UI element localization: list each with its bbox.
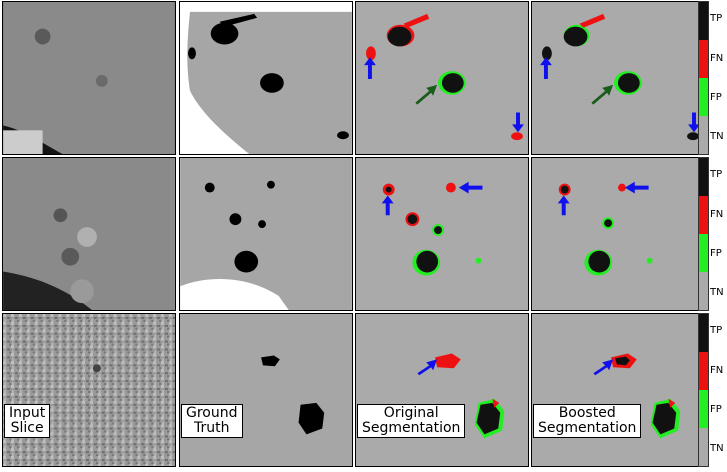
legend-bar-row1 [698,1,709,155]
legend-label-fn: FN [710,365,724,376]
caption-original-segmentation: Original Segmentation [357,404,466,438]
legend-bar-row2 [698,157,709,311]
arrow-icon [415,84,438,105]
legend-label-tn: TN [710,443,724,454]
boosted-seg-row2 [531,157,705,311]
legend-label-fn: FN [710,53,724,64]
legend-label-tn: TN [710,287,724,298]
caption-boosted-segmentation: Boosted Segmentation [533,404,642,438]
legend-label-tp: TP [710,169,723,180]
arrow-icon [624,181,649,194]
legend-label-tn: TN [710,131,724,142]
legend-label-fp: FP [710,92,722,103]
legend-label-fn: FN [710,209,724,220]
caption-ground-truth: Ground Truth [181,404,243,438]
ct-slice-row2 [2,157,176,311]
arrow-icon [364,57,376,79]
arrow-icon [540,57,552,79]
arrow-icon [381,195,394,216]
arrow-icon [557,195,570,216]
legend-label-tp: TP [710,325,723,336]
ground-truth-row3 [179,313,353,467]
legend-label-fp: FP [710,248,722,259]
arrow-icon [593,359,614,376]
ct-slice-row1 [2,1,176,155]
caption-input-slice: Input Slice [4,404,51,438]
boosted-seg-row3 [531,313,705,467]
ct-slice-row3 [2,313,176,467]
legend-label-fp: FP [710,404,722,415]
arrow-icon [458,181,483,194]
ground-truth-row1 [179,1,353,155]
original-seg-row2 [355,157,529,311]
arrow-icon [417,359,438,376]
arrow-icon [591,84,614,105]
boosted-seg-row1 [531,1,705,155]
legend-bar-row3 [698,313,709,467]
original-seg-row1 [355,1,529,155]
arrow-icon [688,112,700,133]
legend-label-tp: TP [710,13,723,24]
ground-truth-row2 [179,157,353,311]
original-seg-row3 [355,313,529,467]
arrow-icon [512,112,524,133]
